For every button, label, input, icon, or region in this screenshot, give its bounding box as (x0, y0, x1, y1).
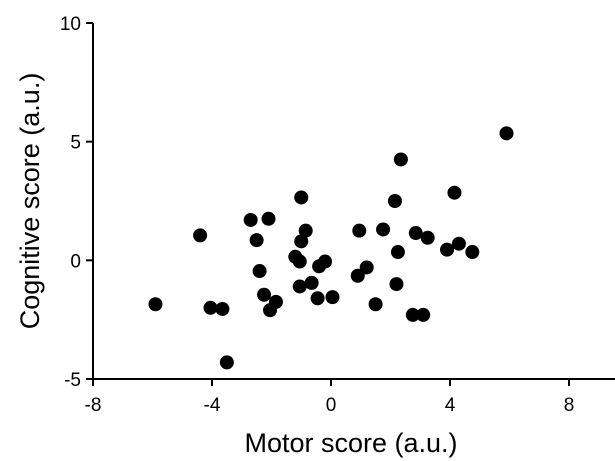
data-points (148, 126, 514, 370)
scatter-point (389, 277, 404, 292)
x-axis-title: Motor score (a.u.) (244, 428, 457, 458)
x-axis-ticks: -8 -4 0 4 8 (85, 379, 575, 416)
scatter-point (294, 190, 309, 205)
scatter-point (359, 260, 374, 275)
scatter-point (263, 303, 278, 318)
x-tick-label: 0 (326, 395, 337, 416)
scatter-point (193, 228, 208, 243)
x-tick-label: 4 (445, 395, 456, 416)
scatter-point (310, 291, 325, 306)
scatter-point (252, 264, 267, 279)
x-tick-label: -8 (85, 395, 102, 416)
scatter-point (203, 300, 218, 315)
scatter-point (416, 307, 431, 322)
scatter-point (465, 245, 480, 260)
scatter-point (405, 307, 420, 322)
scatter-point (440, 242, 455, 257)
scatter-point (451, 236, 466, 251)
scatter-point (292, 254, 307, 269)
scatter-point (249, 233, 264, 248)
scatter-point (261, 211, 276, 226)
scatter-point (292, 279, 307, 294)
scatter-point (243, 212, 258, 227)
x-tick-label: -4 (204, 395, 221, 416)
y-axis-ticks: -5 0 5 10 (60, 14, 93, 391)
scatter-point (408, 226, 423, 241)
scatter-point (298, 223, 313, 238)
y-axis-title: Cognitive score (a.u.) (15, 73, 45, 330)
scatter-point (376, 222, 391, 237)
scatter-point (257, 287, 272, 302)
scatter-point (393, 152, 408, 167)
scatter-point (148, 297, 163, 312)
scatter-point (420, 230, 435, 245)
scatter-point (368, 297, 383, 312)
scatter-point (387, 194, 402, 208)
scatter-point (304, 275, 319, 290)
y-tick-label: 5 (70, 133, 81, 154)
scatter-point (350, 268, 365, 283)
scatter-point (312, 259, 327, 274)
scatter-point (215, 301, 230, 316)
axis-lines (92, 23, 615, 380)
y-tick-label: -5 (64, 370, 81, 391)
axes (92, 23, 615, 380)
scatter-point (390, 245, 405, 260)
scatter-point (219, 355, 234, 370)
scatter-point (499, 126, 514, 141)
scatter-point (352, 223, 367, 238)
scatter-point (294, 234, 309, 249)
scatter-point (325, 290, 340, 305)
y-tick-label: 0 (70, 251, 81, 272)
y-tick-label: 10 (60, 14, 81, 35)
scatter-point (447, 185, 462, 200)
x-tick-label: 8 (564, 395, 575, 416)
